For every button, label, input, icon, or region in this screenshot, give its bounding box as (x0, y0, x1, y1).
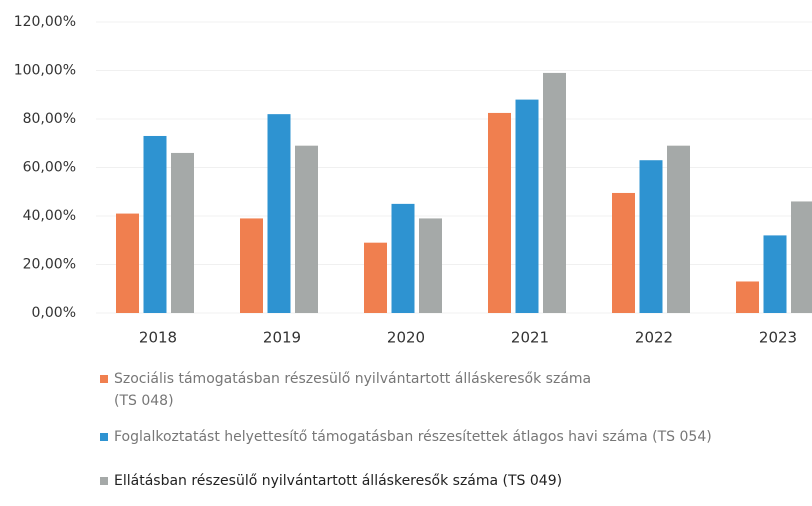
bar (419, 218, 442, 313)
bar (515, 99, 539, 313)
bar (763, 235, 787, 313)
legend-label: Ellátásban részesülő nyilvántartott állá… (114, 473, 563, 489)
legend-swatch (100, 375, 108, 383)
y-tick-label: 80,00% (23, 111, 76, 127)
bar (240, 218, 263, 313)
bar (171, 152, 194, 313)
x-tick-label: 2019 (263, 329, 301, 347)
legend-item: Foglalkoztatást helyettesítő támogatásba… (100, 426, 812, 448)
bar (391, 203, 415, 313)
legend-item: Szociális támogatásban részesülő nyilván… (100, 368, 812, 412)
bar (791, 201, 812, 313)
y-tick-label: 60,00% (23, 160, 76, 176)
x-tick-label: 2020 (387, 329, 425, 347)
legend-item: Ellátásban részesülő nyilvántartott állá… (100, 470, 812, 492)
bar (295, 145, 318, 313)
legend-label: Szociális támogatásban részesülő nyilván… (114, 371, 592, 409)
x-tick-label: 2022 (635, 329, 673, 347)
y-tick-label: 120,00% (14, 14, 76, 30)
legend-label: Foglalkoztatást helyettesítő támogatásba… (114, 429, 712, 445)
chart: 0,00% 20,00% 40,00% 60,00% 80,00% 100,00% 120,… (14, 14, 812, 347)
bar (116, 213, 139, 313)
y-tick-label: 0,00% (32, 305, 76, 321)
y-tick-label: 40,00% (23, 208, 76, 224)
y-tick-label: 20,00% (23, 257, 76, 273)
legend-swatch (100, 433, 108, 441)
bar (736, 281, 759, 313)
x-tick-label: 2021 (511, 329, 549, 347)
bar (639, 160, 663, 313)
x-tick-label: 2018 (139, 329, 177, 347)
bar (488, 112, 511, 313)
legend: Szociális támogatásban részesülő nyilván… (100, 368, 812, 506)
bar (667, 145, 690, 313)
bar (612, 192, 635, 313)
bar (364, 242, 387, 313)
bar (143, 135, 167, 313)
x-tick-label: 2023 (759, 329, 797, 347)
y-tick-label: 100,00% (14, 63, 76, 79)
legend-swatch (100, 477, 108, 485)
bar (543, 72, 566, 313)
bar (267, 114, 291, 314)
